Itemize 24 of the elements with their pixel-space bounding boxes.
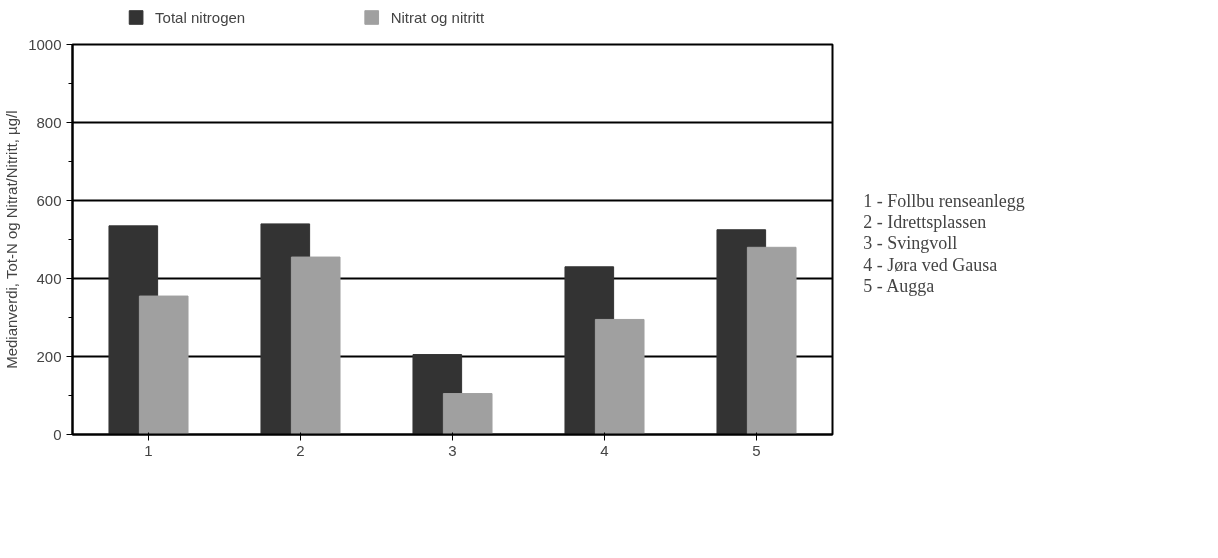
x-tick-label: 5 — [752, 441, 761, 459]
text: 5 - Augga — [863, 276, 935, 297]
x-tick-label: 3 — [448, 441, 457, 459]
bar — [746, 246, 797, 435]
bar — [442, 393, 493, 435]
x-tick-label: 2 — [296, 441, 305, 459]
y-tick-label: 600 — [36, 191, 62, 209]
y-tick-label: 800 — [36, 113, 62, 131]
bar — [594, 318, 645, 435]
y-tick-label: 1000 — [28, 35, 62, 53]
y-tick-label: 200 — [36, 347, 62, 365]
legend-label: Nitrat og nitritt — [390, 9, 485, 26]
x-tick-label: 1 — [144, 441, 153, 459]
text: 1 - Follbu renseanlegg — [863, 190, 1025, 211]
legend-label: Total nitrogen — [155, 9, 246, 26]
bar — [290, 256, 341, 435]
y-axis-title: Medianverdi, Tot-N og Nitrat/Nitritt, µg/l — [3, 110, 21, 369]
bar — [138, 295, 189, 435]
y-tick-label: 400 — [36, 269, 62, 287]
y-tick-label: 0 — [53, 425, 62, 443]
text: 3 - Svingvoll — [863, 233, 958, 254]
text: 2 - Idrettsplassen — [863, 211, 987, 232]
x-tick-label: 4 — [600, 441, 609, 459]
text: 4 - Jøra ved Gausa — [863, 254, 998, 275]
